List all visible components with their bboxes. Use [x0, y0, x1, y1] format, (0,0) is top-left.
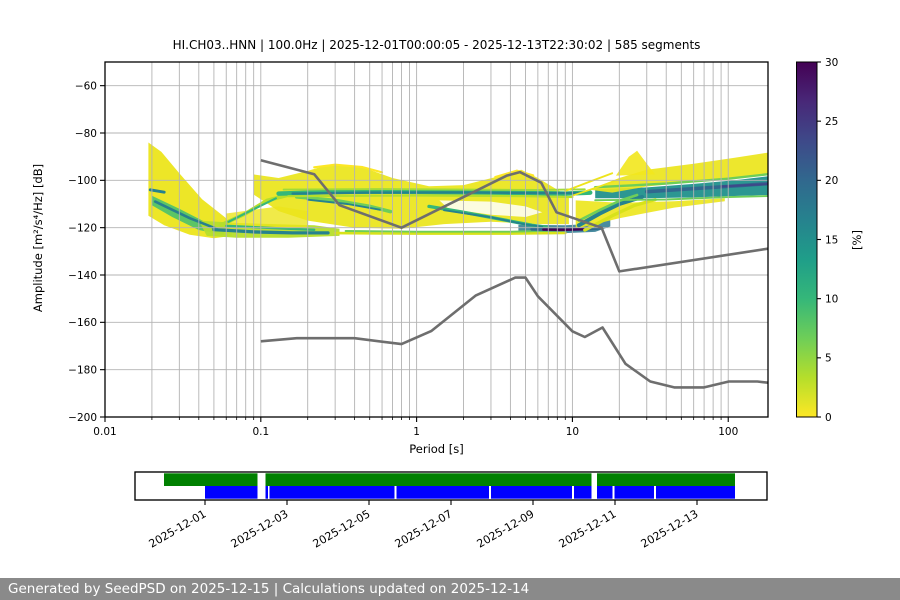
- date-tick-label: 2025-12-01: [147, 507, 209, 550]
- psd-cloud-arc-teal-left: [306, 198, 381, 211]
- x-tick-label: 0.01: [93, 426, 116, 438]
- psd-cloud-right-navy-dark: [720, 183, 768, 188]
- availability-segment-data-coverage: [164, 473, 258, 486]
- psd-cloud-streak-right-2: [571, 178, 621, 197]
- date-tick-label: 2025-12-03: [229, 507, 291, 550]
- date-tick-label: 2025-12-11: [557, 507, 619, 550]
- availability-segment-psd-segments: [396, 486, 489, 499]
- colorbar-tick-label: 25: [825, 116, 838, 128]
- psd-cloud-bottom-teal-core: [212, 227, 330, 235]
- availability-segment-psd-segments: [597, 486, 613, 499]
- colorbar-ticks: 0 5 10 15 20 25 30: [817, 57, 838, 424]
- availability-segment-psd-segments: [205, 486, 258, 499]
- y-tick-label: −120: [68, 222, 97, 234]
- y-tick-label: −180: [68, 364, 97, 376]
- date-tick-label: 2025-12-05: [311, 507, 373, 550]
- x-tick-label: 1: [413, 426, 420, 438]
- availability-segment-psd-segments: [265, 486, 268, 499]
- date-tick-label: 2025-12-07: [393, 507, 455, 550]
- x-tick-label: 10: [566, 426, 579, 438]
- psd-cloud-top-arc-2: [494, 169, 535, 179]
- psd-cloud-rise-right-yellow: [583, 198, 657, 232]
- psd-cloud-yellow-spike: [615, 150, 656, 176]
- availability-segment-psd-segments: [491, 486, 572, 499]
- psd-cloud-right-yellow-top: [590, 152, 768, 193]
- availability-segment-psd-segments: [656, 486, 735, 499]
- plot-border: [104, 61, 769, 418]
- y-tick-label: −100: [68, 175, 97, 187]
- footer-text: Generated by SeedPSD on 2025-12-15 | Cal…: [8, 581, 530, 597]
- colorbar-gradient: [796, 62, 817, 417]
- colorbar-tick-label: 15: [825, 234, 838, 246]
- colorbar-tick-label: 5: [825, 353, 832, 365]
- psd-cloud-descending-teal: [443, 209, 544, 228]
- psd-cloud-fan-teal-spot: [148, 188, 166, 194]
- y-tick-label: −80: [75, 128, 97, 140]
- date-tick-label: 2025-12-09: [475, 507, 537, 550]
- availability-segment-psd-segments: [269, 486, 395, 499]
- x-axis-label: Period [s]: [409, 442, 464, 456]
- date-tick-label: 2025-12-13: [639, 507, 701, 550]
- y-axis-ticks: −60 −80 −100 −120 −140 −160 −180 −200: [68, 80, 105, 424]
- high-noise-model-line: [260, 158, 768, 273]
- colorbar-tick-label: 20: [825, 175, 838, 187]
- x-tick-label: 100: [718, 426, 738, 438]
- x-axis-ticks: 0.01 0.1 1 10 100: [93, 417, 738, 438]
- colorbar-tick-label: 10: [825, 293, 838, 305]
- availability-segment-data-coverage: [265, 473, 592, 486]
- y-tick-label: −60: [75, 80, 97, 92]
- psd-cloud-rise-right-green: [577, 193, 639, 222]
- y-tick-label: −140: [68, 270, 97, 282]
- y-tick-label: −160: [68, 317, 97, 329]
- availability-segment-psd-segments: [574, 486, 592, 499]
- psd-cloud-mid-band-top-fringe: [282, 188, 586, 191]
- availability-segment-data-coverage: [597, 473, 735, 486]
- low-noise-model-line: [260, 276, 768, 389]
- grid-lines: [104, 62, 768, 417]
- y-tick-label: −200: [68, 412, 97, 424]
- psd-cloud-right-green-bottom: [594, 195, 768, 202]
- availability-segment-psd-segments: [614, 486, 654, 499]
- psd-cloud-fan-teal: [153, 200, 218, 231]
- colorbar-tick-label: 30: [825, 57, 838, 69]
- psd-cloud: [148, 142, 768, 239]
- psd-cloud-top-arc-1: [313, 163, 384, 174]
- colorbar-label: [%]: [850, 230, 864, 250]
- psd-cloud-right-green-top: [594, 173, 768, 189]
- footer-bar: Generated by SeedPSD on 2025-12-15 | Cal…: [0, 578, 900, 600]
- psd-cloud-streak-right-1: [564, 172, 614, 192]
- colorbar-tick-label: 0: [825, 412, 832, 424]
- availability-bar: 2025-12-01 2025-12-03 2025-12-05 2025-12-07…: [134, 471, 768, 551]
- page-title: HI.CH03..HNN | 100.0Hz | 2025-12-01T00:0…: [172, 38, 701, 52]
- x-tick-label: 0.1: [252, 426, 269, 438]
